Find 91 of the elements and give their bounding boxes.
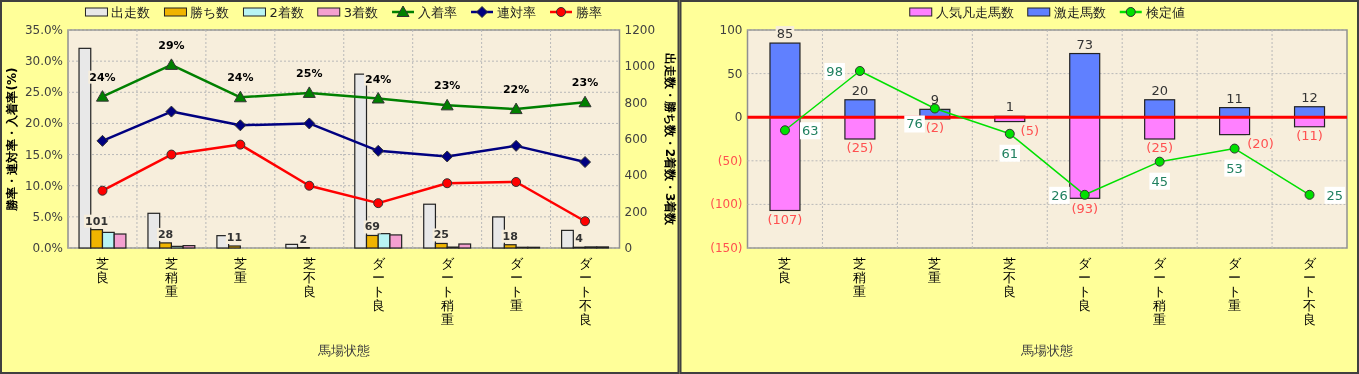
data-label: 25%	[296, 66, 323, 80]
y-tick-label: 15.0%	[24, 147, 63, 162]
y-tick-label: (150)	[710, 241, 743, 255]
data-label: 9	[930, 92, 939, 108]
data-label: 28	[157, 227, 174, 241]
x-tick-label: ダート不良	[1303, 256, 1318, 327]
y2-axis-title: 出走数・勝ち数・2着数・3着数	[662, 52, 677, 227]
legend-label: 連対率	[497, 5, 537, 20]
data-label: 24%	[227, 71, 254, 85]
data-label: 11	[226, 231, 243, 244]
y-axis-title: 勝率・連対率・入着率(%)	[5, 67, 19, 212]
y2-tick-label: 800	[624, 95, 648, 110]
y2-tick-label: 1000	[624, 59, 656, 74]
data-label: 4	[575, 232, 584, 246]
y-tick-label: 0	[734, 110, 743, 125]
legend-label: 2着数	[269, 5, 304, 20]
x-tick-label: 芝重	[233, 256, 247, 285]
annotation: 61	[1001, 145, 1019, 161]
legend-label: 勝率	[576, 5, 603, 20]
x-tick-label: 芝不良	[1003, 256, 1017, 299]
y2-tick-label: 600	[624, 132, 648, 146]
y-tick-label: (100)	[710, 197, 743, 212]
data-label: 2	[299, 232, 308, 246]
annotation: 53	[1226, 160, 1243, 176]
y-tick-label: 0.0%	[32, 241, 63, 255]
annotation: 98	[826, 63, 843, 79]
annotation: 26	[1051, 187, 1068, 203]
data-label: 11	[1226, 90, 1243, 106]
legend-label: 入着率	[418, 5, 458, 20]
legend-label: 勝ち数	[190, 5, 230, 20]
y2-tick-label: 0	[624, 241, 633, 255]
data-label: 23%	[571, 76, 599, 90]
y-tick-label: (50)	[717, 153, 743, 168]
y-tick-label: 100	[719, 23, 743, 37]
data-label: 18	[502, 229, 518, 243]
y-tick-label: 35.0%	[24, 23, 63, 37]
y2-tick-label: 200	[624, 204, 648, 219]
data-label: (107)	[767, 211, 803, 227]
y2-tick-label: 400	[624, 168, 648, 183]
x-tick-label: ダート良	[371, 256, 386, 313]
y-tick-label: 10.0%	[24, 178, 63, 193]
y-tick-label: 5.0%	[32, 209, 63, 224]
annotation: 76	[906, 116, 923, 132]
annotation: 63	[801, 123, 819, 139]
data-label: 20	[851, 82, 869, 98]
y-tick-label: 50	[727, 66, 743, 81]
data-label: 22%	[502, 83, 530, 97]
x-tick-label: ダート良	[1078, 256, 1093, 313]
x-tick-label: ダート稍重	[1153, 256, 1168, 327]
x-tick-label: ダート稍重	[440, 256, 455, 327]
y-tick-label: 20.0%	[24, 116, 63, 131]
data-label: (25)	[1146, 140, 1173, 155]
x-tick-label: 芝重	[928, 256, 942, 285]
x-axis-title: 馬場状態	[316, 343, 370, 358]
data-label: 24%	[365, 72, 392, 86]
y-tick-label: 25.0%	[24, 85, 63, 100]
data-label: 20	[1151, 82, 1168, 98]
data-label: 29%	[158, 38, 185, 52]
legend-label: 検定値	[1145, 5, 1185, 20]
data-label: (11)	[1296, 127, 1323, 143]
data-label: 12	[1301, 89, 1318, 105]
y2-tick-label: 1200	[624, 23, 656, 37]
x-tick-label: ダート不良	[578, 256, 593, 327]
x-axis-title: 馬場状態	[1020, 343, 1074, 358]
x-tick-label: ダート重	[1228, 256, 1243, 313]
data-label: 23%	[433, 79, 461, 93]
legend-label: 激走馬数	[1053, 5, 1106, 20]
data-label: 25	[433, 228, 449, 242]
x-tick-label: 芝稍重	[164, 256, 178, 299]
x-tick-label: ダート重	[509, 256, 524, 313]
data-label: 69	[364, 220, 381, 234]
data-label: 85	[776, 26, 794, 42]
data-label: 1	[1005, 99, 1014, 115]
data-label: (93)	[1071, 201, 1099, 217]
data-label: (20)	[1247, 135, 1274, 151]
data-label: 101	[85, 214, 109, 228]
legend-label: 人気凡走馬数	[935, 5, 1014, 20]
x-tick-label: 芝稍重	[853, 256, 867, 299]
data-label: (5)	[1020, 122, 1039, 138]
x-tick-label: 芝不良	[302, 256, 316, 299]
data-label: (25)	[846, 140, 874, 155]
data-label: (2)	[925, 119, 945, 135]
annotation: 45	[1151, 173, 1168, 189]
data-label: 24%	[89, 70, 116, 84]
x-tick-label: 芝良	[778, 256, 792, 285]
x-tick-label: 芝良	[95, 256, 109, 285]
legend-label: 出走数	[111, 5, 151, 20]
y-tick-label: 30.0%	[24, 54, 63, 69]
data-label: 73	[1076, 36, 1093, 52]
legend-label: 3着数	[343, 5, 379, 20]
annotation: 25	[1326, 187, 1344, 203]
